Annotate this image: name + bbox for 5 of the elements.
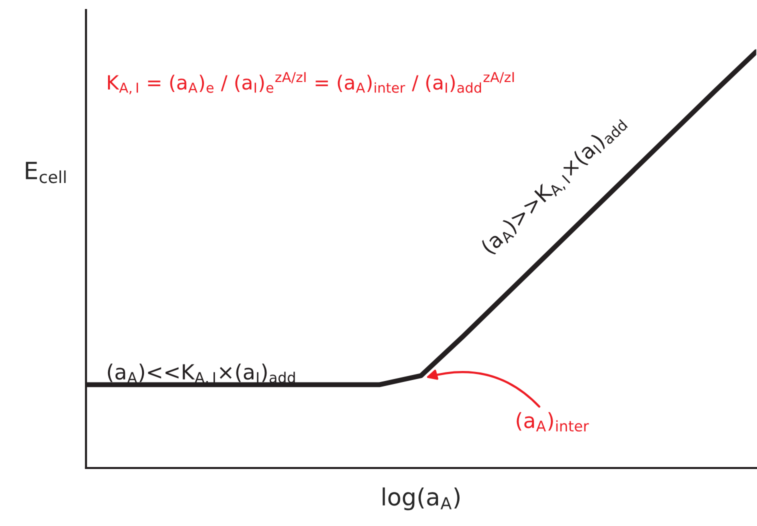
text: K$_{A,I}$ = (a$_{A}$)$_{e}$ / (a$_{I}$)$_{e}$$^{zA/zI}$ = (a$_{A}$)$_{inter}$ / (a$_{I}$)$_{add}$$^{zA/zI}$ [108,72,514,94]
annotation: (a$_{A}$)$_{inter}$ [516,412,589,432]
annotation: (a$_{A}$)>>K$_{A,I}$×(a$_{I}$)$_{add}$ [480,113,629,258]
x-axis-title: log(a$_{A}$) [382,487,460,510]
y-axis-title: E$_{cell}$ [26,162,66,184]
